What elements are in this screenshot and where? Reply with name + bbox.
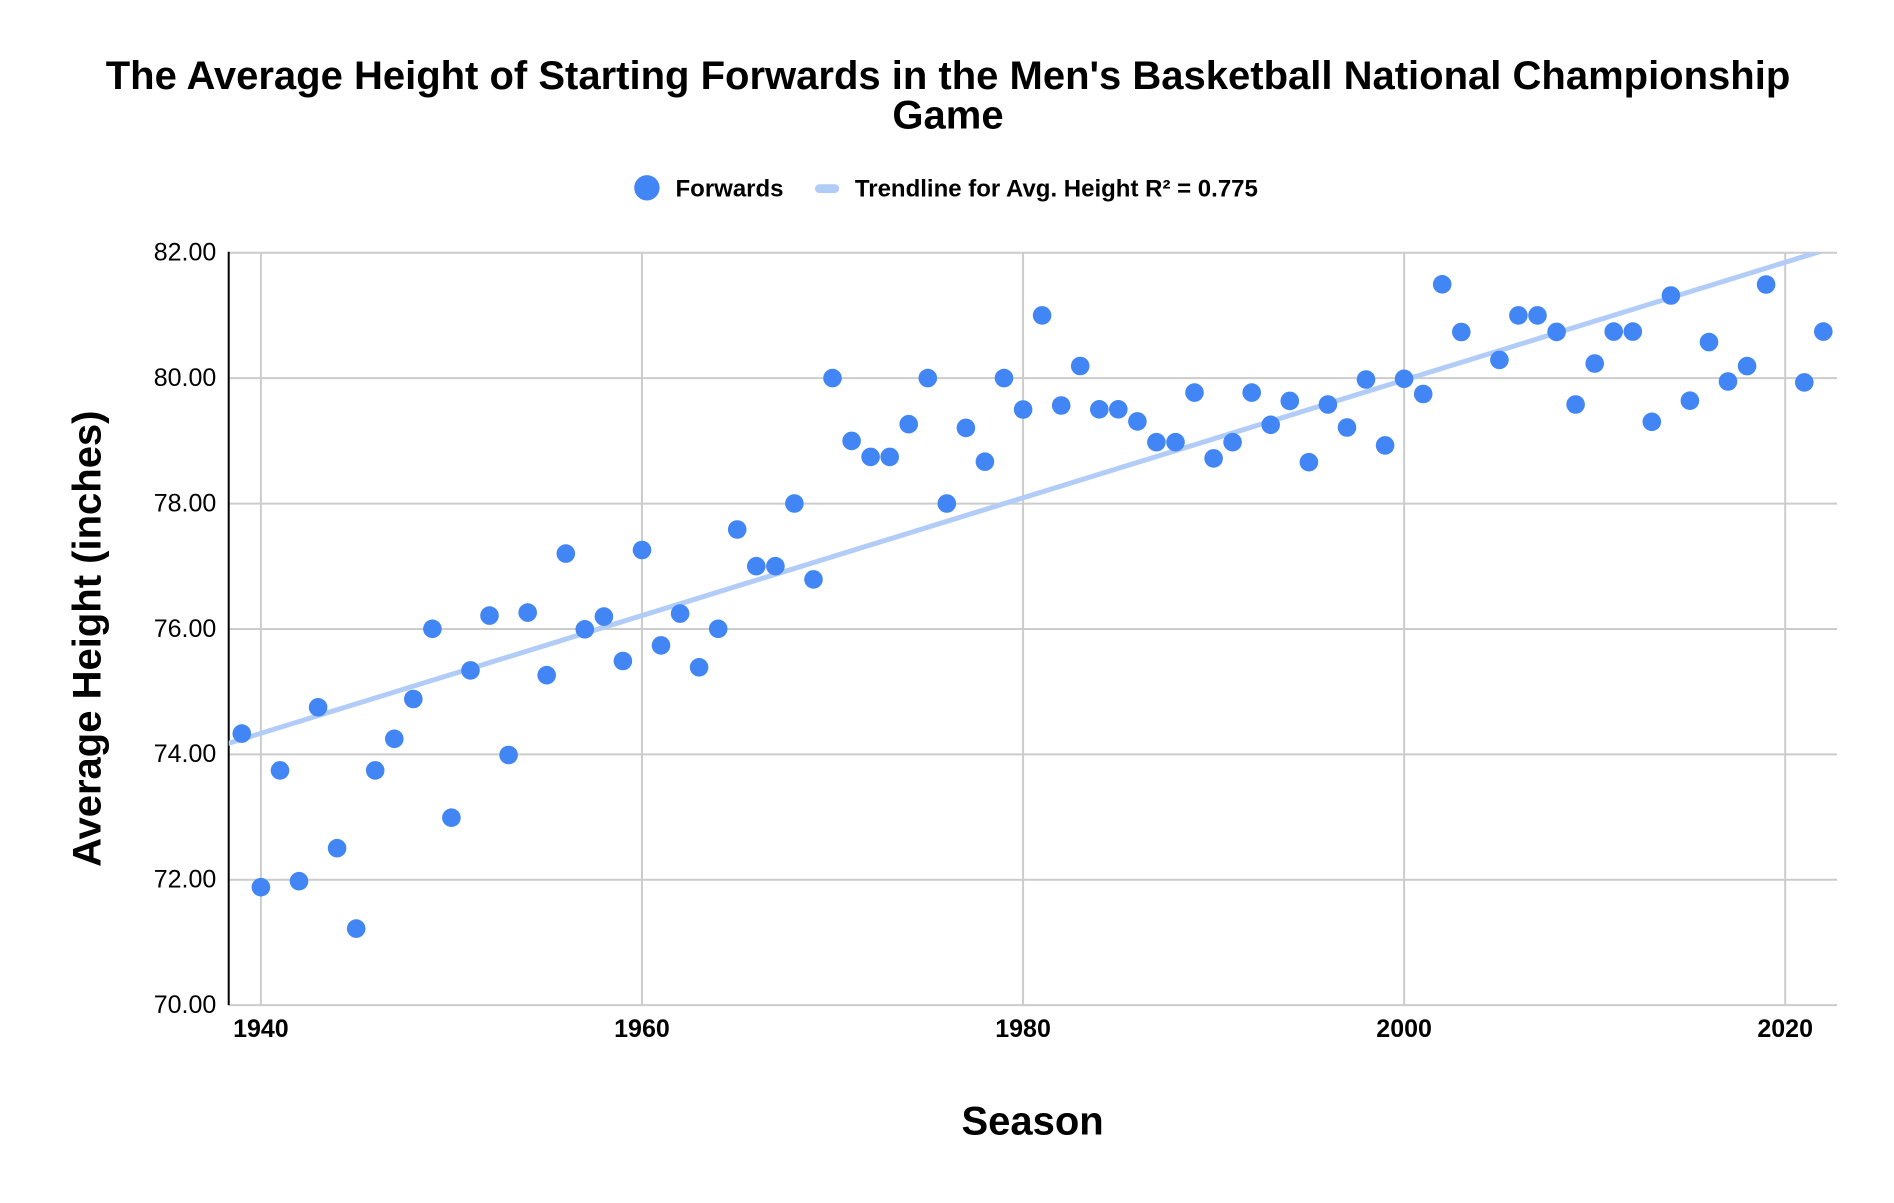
svg-text:Season: Season — [961, 1099, 1103, 1143]
svg-text:74.00: 74.00 — [154, 740, 217, 768]
svg-text:78.00: 78.00 — [154, 490, 217, 518]
svg-text:1940: 1940 — [233, 1015, 289, 1043]
svg-text:82.00: 82.00 — [154, 239, 217, 267]
svg-text:1960: 1960 — [614, 1015, 670, 1043]
svg-text:76.00: 76.00 — [154, 615, 217, 643]
svg-text:The Average Height of Starting: The Average Height of Starting Forwards … — [106, 54, 1791, 98]
svg-text:70.00: 70.00 — [154, 991, 217, 1019]
svg-text:Average Height (inches): Average Height (inches) — [66, 410, 110, 866]
svg-text:Trendline for Avg. Height R² =: Trendline for Avg. Height R² = 0.775 — [855, 176, 1258, 203]
svg-text:72.00: 72.00 — [154, 866, 217, 894]
svg-text:Game: Game — [892, 94, 1003, 138]
svg-text:2020: 2020 — [1757, 1015, 1813, 1043]
svg-text:1980: 1980 — [995, 1015, 1051, 1043]
svg-text:80.00: 80.00 — [154, 364, 217, 392]
svg-text:2000: 2000 — [1376, 1015, 1432, 1043]
svg-text:Forwards: Forwards — [676, 176, 784, 203]
